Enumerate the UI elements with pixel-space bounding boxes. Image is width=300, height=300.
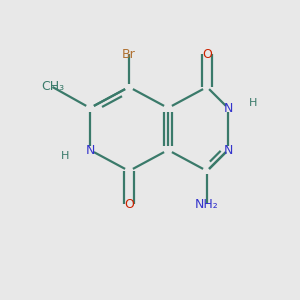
Text: Br: Br	[122, 47, 136, 61]
Text: N: N	[223, 101, 233, 115]
Text: H: H	[61, 151, 70, 161]
Text: O: O	[202, 47, 212, 61]
Text: N: N	[85, 143, 95, 157]
Text: CH₃: CH₃	[41, 80, 64, 94]
Text: O: O	[124, 197, 134, 211]
Text: H: H	[249, 98, 257, 109]
Text: N: N	[223, 143, 233, 157]
Text: NH₂: NH₂	[195, 197, 219, 211]
